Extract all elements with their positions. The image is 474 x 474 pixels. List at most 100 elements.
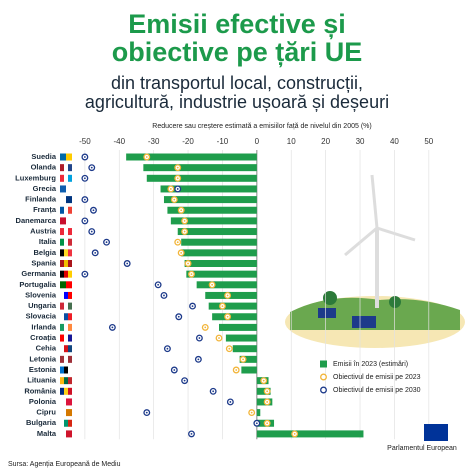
bar (232, 345, 257, 353)
flag (60, 238, 64, 246)
x-tick-label: 30 (356, 137, 365, 146)
country-label: Suedia (31, 152, 56, 161)
target-dot (187, 262, 189, 265)
flag (68, 377, 72, 385)
flag (60, 153, 66, 161)
target-dot (83, 198, 86, 201)
target-dot (266, 401, 269, 403)
bar (181, 238, 257, 246)
target-dot (90, 166, 93, 169)
target-dot (83, 156, 86, 158)
flag (60, 270, 64, 278)
country-label: Germania (21, 269, 56, 278)
flag (68, 419, 72, 427)
target-dot (180, 251, 183, 254)
target-dot (221, 305, 224, 307)
flag (60, 430, 66, 438)
flag (66, 153, 72, 161)
flag (64, 228, 68, 236)
flag (68, 366, 72, 374)
country-label: Olanda (31, 163, 57, 172)
flag (66, 430, 72, 438)
country-label: Slovenia (25, 290, 57, 299)
title: obiective pe țări UE (112, 37, 363, 67)
target-dot (197, 358, 200, 361)
country-label: Danemarca (16, 216, 57, 225)
flag (60, 185, 66, 193)
country-label: Franța (33, 205, 57, 214)
flag (60, 323, 64, 331)
target-dot (198, 337, 201, 339)
target-dot (180, 209, 183, 212)
country-label: Cipru (36, 408, 56, 417)
flag (60, 387, 64, 395)
target-dot (176, 188, 179, 190)
flag (66, 398, 72, 406)
flag (64, 164, 68, 172)
flag (60, 291, 64, 299)
target-dot (126, 262, 129, 265)
subtitle: agricultură, industrie ușoară și deșeuri (85, 92, 389, 112)
country-label: Malta (37, 429, 57, 438)
bar (177, 228, 257, 236)
bar (241, 366, 257, 374)
flag (60, 228, 64, 236)
x-tick-label: 0 (255, 137, 260, 146)
country-label: Austria (30, 227, 57, 236)
flag (68, 291, 72, 299)
legend-label: Obiectivul de emisii pe 2023 (333, 374, 421, 381)
target-dot (250, 411, 253, 414)
target-dot (191, 305, 194, 307)
flag (60, 419, 64, 427)
target-dot (145, 411, 148, 414)
target-dot (262, 379, 265, 382)
title: Emisii efective și (128, 9, 346, 39)
country-label: Luxemburg (15, 173, 56, 182)
flag (64, 249, 68, 257)
flag (64, 334, 68, 342)
bar (163, 196, 257, 204)
flag (68, 249, 72, 257)
flag (60, 196, 66, 204)
flag (68, 206, 72, 214)
flag (64, 174, 68, 182)
x-tick-label: 50 (424, 137, 433, 146)
flag (68, 238, 72, 246)
target-dot (266, 390, 269, 393)
country-label: Croația (30, 333, 57, 342)
flag (64, 270, 68, 278)
flag (68, 345, 72, 353)
legend-label: Emisii în 2023 (estimări) (333, 361, 408, 368)
bar (167, 206, 257, 214)
bar (186, 270, 257, 278)
bar (208, 302, 257, 310)
country-label: Italia (39, 237, 57, 246)
target-dot (190, 433, 193, 435)
flag (68, 270, 72, 278)
country-label: Bulgaria (26, 418, 57, 427)
flag (66, 281, 72, 289)
flag (60, 355, 64, 363)
country-label: Ungaria (28, 301, 57, 310)
flag (60, 302, 64, 310)
target-dot (228, 347, 231, 350)
target-dot (176, 166, 179, 169)
bar (212, 313, 257, 321)
x-tick-label: 10 (287, 137, 296, 146)
flag (68, 260, 72, 267)
x-tick-label: -30 (148, 137, 160, 146)
target-dot (235, 369, 238, 371)
flag (64, 387, 68, 395)
country-label: Portugalia (19, 280, 57, 289)
flag (60, 174, 64, 182)
country-label: Grecia (33, 184, 57, 193)
bar (225, 334, 257, 342)
flag (64, 206, 68, 214)
target-dot (293, 433, 296, 435)
bar (219, 323, 257, 331)
flag (64, 345, 68, 353)
flag (68, 323, 72, 331)
flag (60, 377, 64, 385)
bar (143, 164, 257, 172)
